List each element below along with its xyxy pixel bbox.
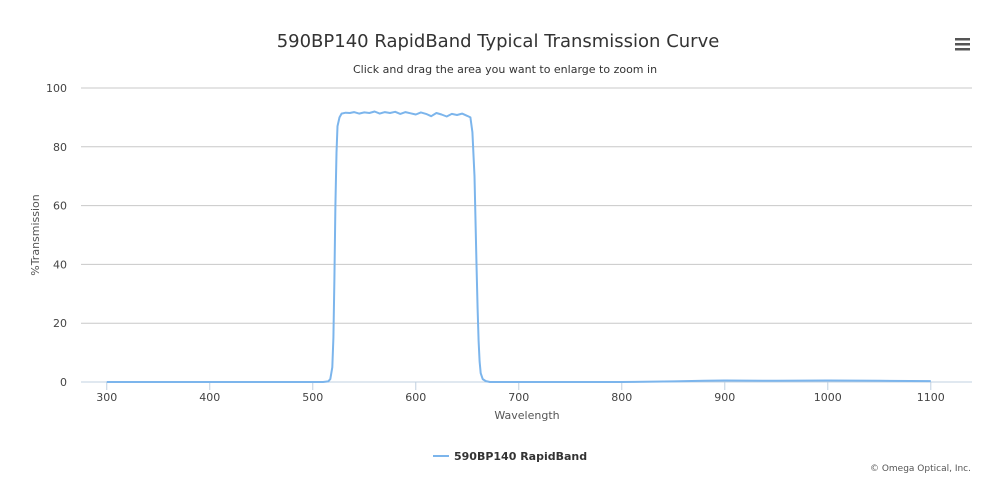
x-tick-label: 900 bbox=[714, 391, 735, 404]
x-tick-label: 1000 bbox=[814, 391, 842, 404]
y-tick-label: 20 bbox=[53, 317, 67, 330]
x-axis-title: Wavelength bbox=[494, 409, 559, 422]
chart-title: 590BP140 RapidBand Typical Transmission … bbox=[277, 31, 720, 52]
x-tick-label: 800 bbox=[611, 391, 632, 404]
x-tick-label: 500 bbox=[302, 391, 323, 404]
legend[interactable]: 590BP140 RapidBand bbox=[433, 450, 587, 463]
y-tick-label: 60 bbox=[53, 200, 67, 213]
x-tick-label: 300 bbox=[96, 391, 117, 404]
x-tick-label: 1100 bbox=[917, 391, 945, 404]
credit-label[interactable]: © Omega Optical, Inc. bbox=[870, 464, 971, 474]
legend-item-590bp140[interactable]: 590BP140 RapidBand bbox=[454, 450, 587, 463]
chart-subtitle: Click and drag the area you want to enla… bbox=[353, 63, 657, 76]
x-tick-label: 400 bbox=[199, 391, 220, 404]
hamburger-menu-icon[interactable] bbox=[955, 38, 970, 51]
y-tick-label: 40 bbox=[53, 258, 67, 271]
grid bbox=[81, 87, 972, 390]
y-tick-label: 100 bbox=[46, 82, 67, 95]
x-tick-label: 600 bbox=[405, 391, 426, 404]
series-line-0[interactable] bbox=[106, 110, 931, 383]
tick-labels: 0 20 40 60 80 100 300 400 500 600 700 800 900 1000 110… bbox=[46, 82, 945, 404]
y-tick-label: 0 bbox=[60, 376, 67, 389]
series bbox=[106, 110, 931, 383]
y-tick-label: 80 bbox=[53, 141, 67, 154]
x-tick-label: 700 bbox=[508, 391, 529, 404]
y-axis-title: %Transmission bbox=[29, 194, 42, 276]
